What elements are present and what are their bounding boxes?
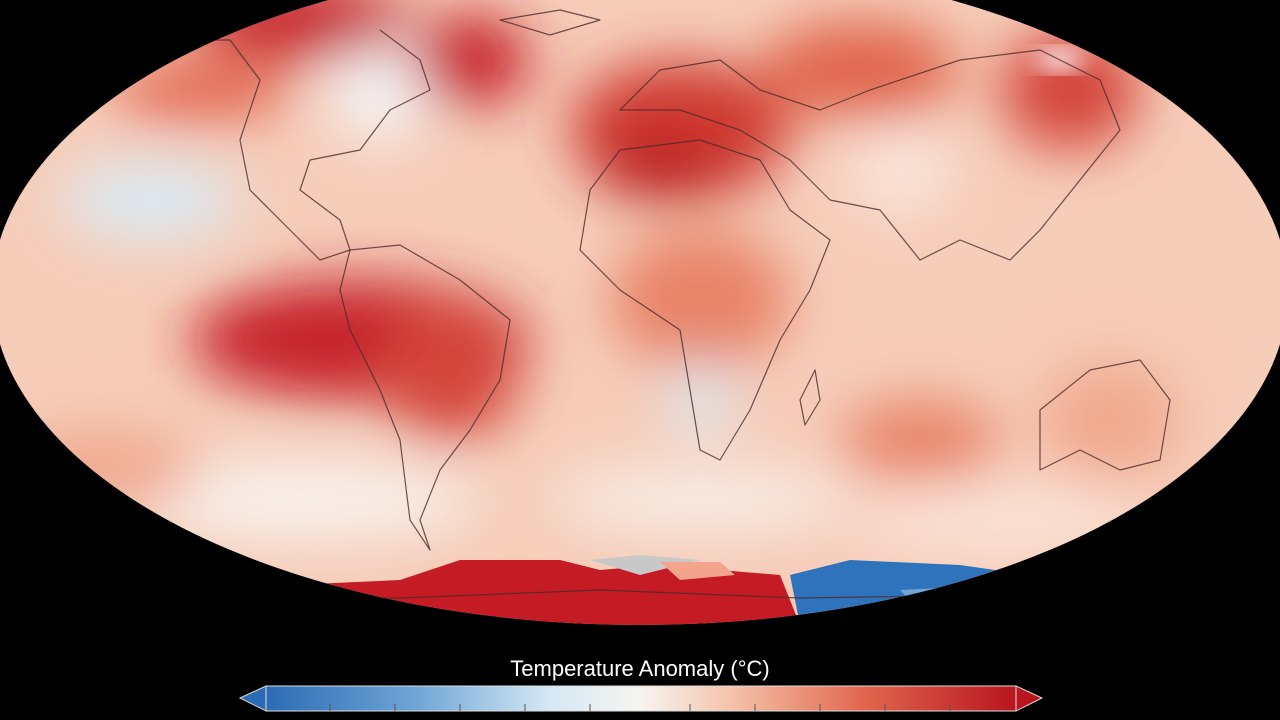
colorbar-scale [265,685,1017,712]
colorbar [238,685,1044,712]
legend-title: Temperature Anomaly (°C) [510,656,769,681]
anomaly-map [0,0,1280,625]
colorbar-arrow-high [1015,685,1044,712]
colorbar-ticks [329,704,951,711]
